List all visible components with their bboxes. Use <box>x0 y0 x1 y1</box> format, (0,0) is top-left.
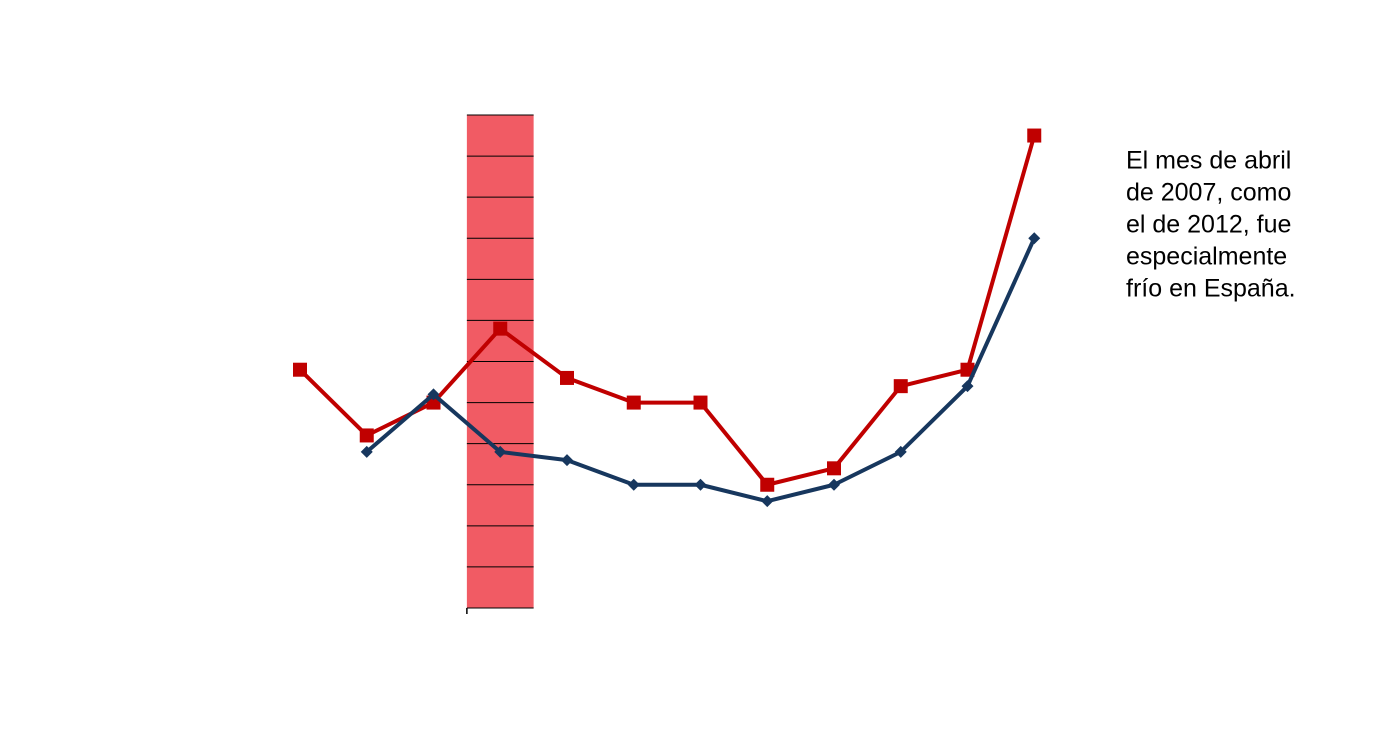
marker <box>493 321 508 336</box>
marker <box>359 428 374 443</box>
marker <box>494 445 507 458</box>
marker <box>626 395 641 410</box>
marker <box>827 461 841 476</box>
marker <box>560 370 574 385</box>
annotation-line: especialmente <box>1126 243 1287 271</box>
highlight-band <box>466 114 534 614</box>
marker <box>293 362 307 377</box>
marker <box>894 445 907 458</box>
marker <box>1028 232 1041 245</box>
marker <box>627 478 640 491</box>
marker <box>828 478 840 491</box>
annotation-line: El mes de abril <box>1126 147 1291 175</box>
marker <box>427 388 440 401</box>
annotation-line: frío en España. <box>1126 275 1296 303</box>
marker <box>360 445 373 458</box>
marker <box>561 454 573 467</box>
marker <box>694 478 707 491</box>
series-line <box>298 134 1037 487</box>
annotation-line: el de 2012, fue <box>1126 211 1291 239</box>
marker <box>760 477 775 492</box>
marker <box>1027 128 1042 143</box>
marker <box>893 379 908 394</box>
marker <box>761 495 774 508</box>
annotation: El mes de abril de 2007, como el de 2012, … <box>1126 147 1296 303</box>
marker <box>961 380 974 393</box>
marker <box>693 395 708 410</box>
marker <box>960 362 975 377</box>
plot <box>293 128 1042 508</box>
annotation-line: de 2007, como <box>1126 179 1291 207</box>
